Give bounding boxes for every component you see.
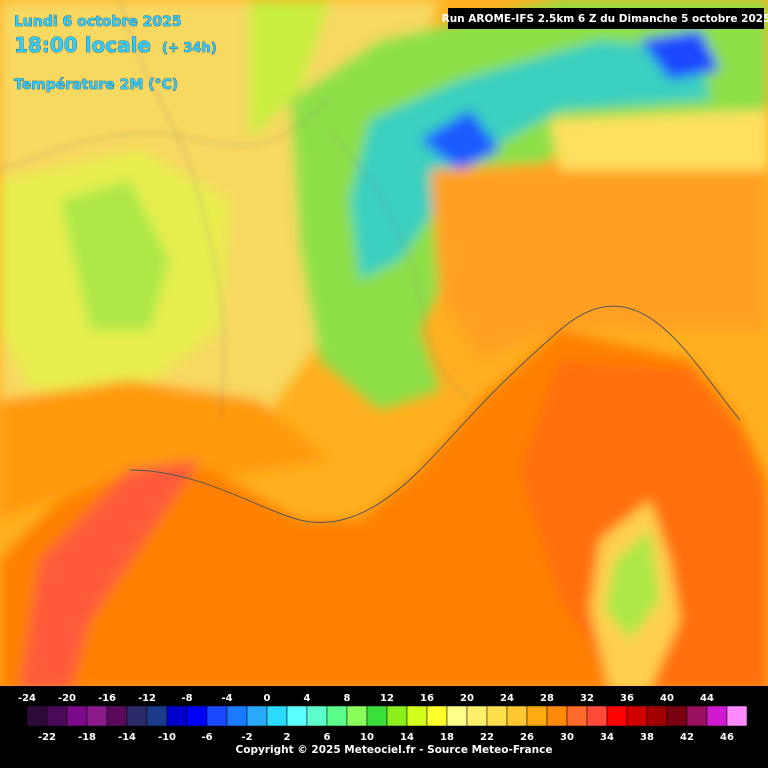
legend-swatch (86, 705, 108, 727)
legend-label: 4 (304, 693, 311, 704)
legend-swatch (646, 705, 668, 727)
legend-swatch (426, 705, 448, 727)
map-time: 18:00 locale (14, 33, 151, 57)
legend-label: 24 (500, 693, 514, 704)
legend-swatch (506, 705, 528, 727)
run-box (448, 8, 764, 29)
legend-swatch (286, 705, 308, 727)
legend-label: 14 (400, 732, 414, 743)
legend-swatch (226, 705, 248, 727)
legend-swatch (606, 705, 628, 727)
legend-swatch (526, 705, 548, 727)
legend-label: 42 (680, 732, 694, 743)
legend-swatch (686, 705, 708, 727)
map-date: Lundi 6 octobre 2025 (14, 14, 182, 30)
legend-swatch (246, 705, 268, 727)
legend-label: -16 (98, 693, 116, 704)
legend-label: 22 (480, 732, 494, 743)
legend-swatch (406, 705, 428, 727)
legend-label: 34 (600, 732, 614, 743)
legend-label: 18 (440, 732, 454, 743)
legend-band (0, 686, 768, 768)
legend-label: -12 (138, 693, 156, 704)
legend-swatch (46, 705, 68, 727)
color-legend: -24 -20 -16 -12 -8 -4 0 4 8 12 16 20 24 28 32 36 40 44-22… (18, 693, 748, 743)
legend-swatch (266, 705, 288, 727)
legend-swatch (706, 705, 728, 727)
legend-swatch (146, 705, 168, 727)
legend-label: 44 (700, 693, 714, 704)
legend-swatch (566, 705, 588, 727)
legend-label: 20 (460, 693, 474, 704)
legend-label: 40 (660, 693, 674, 704)
legend-label: -24 (18, 693, 36, 704)
legend-swatch (466, 705, 488, 727)
legend-swatch (546, 705, 568, 727)
legend-swatch (626, 705, 648, 727)
legend-swatch (446, 705, 468, 727)
legend-swatch (126, 705, 148, 727)
legend-label: -18 (78, 732, 96, 743)
legend-label: -6 (201, 732, 212, 743)
run-info: Run AROME-IFS 2.5km 6 Z du Dimanche 5 oc… (442, 13, 768, 25)
legend-label: 30 (560, 732, 574, 743)
legend-label: -22 (38, 732, 56, 743)
legend-label: -4 (221, 693, 232, 704)
legend-label: -2 (241, 732, 252, 743)
legend-label: 26 (520, 732, 534, 743)
legend-label: 0 (264, 693, 271, 704)
legend-swatch (66, 705, 88, 727)
legend-swatch (486, 705, 508, 727)
legend-swatch (26, 705, 48, 727)
legend-label: 38 (640, 732, 654, 743)
legend-swatch (346, 705, 368, 727)
legend-swatch (586, 705, 608, 727)
legend-label: 16 (420, 693, 434, 704)
map-lead: (+ 34h) (162, 41, 217, 56)
legend-label: -10 (158, 732, 176, 743)
legend-label: 32 (580, 693, 594, 704)
legend-swatch (186, 705, 208, 727)
legend-swatch (166, 705, 188, 727)
legend-swatch (326, 705, 348, 727)
legend-label: 36 (620, 693, 634, 704)
legend-label: -14 (118, 732, 136, 743)
legend-label: 10 (360, 732, 374, 743)
legend-label: 12 (380, 693, 394, 704)
legend-swatch (366, 705, 388, 727)
legend-swatch (306, 705, 328, 727)
legend-label: 6 (324, 732, 331, 743)
legend-label: 28 (540, 693, 554, 704)
legend-swatch (666, 705, 688, 727)
legend-label: -8 (181, 693, 192, 704)
legend-label: 46 (720, 732, 734, 743)
copyright: Copyright © 2025 Meteociel.fr - Source M… (236, 744, 553, 756)
legend-swatch (386, 705, 408, 727)
legend-swatch (106, 705, 128, 727)
legend-label: 2 (284, 732, 291, 743)
legend-label: -20 (58, 693, 76, 704)
legend-label: 8 (344, 693, 351, 704)
legend-swatch (206, 705, 228, 727)
legend-swatch (726, 705, 748, 727)
map-variable: Température 2M (°C) (14, 77, 178, 93)
